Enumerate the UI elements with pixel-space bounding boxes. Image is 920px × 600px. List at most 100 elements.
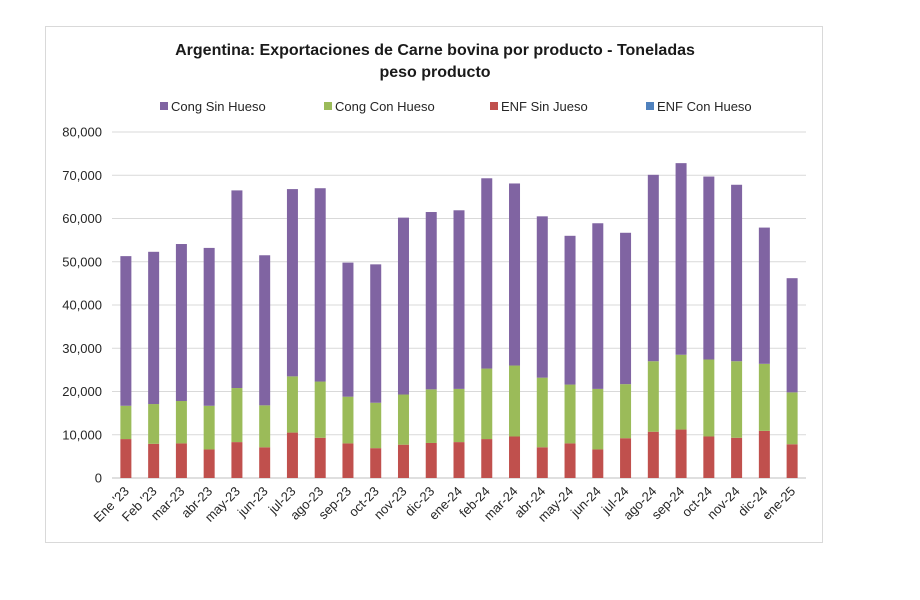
x-tick-label: jun-23 (234, 484, 271, 521)
bar-cong-sin-hueso (453, 210, 465, 389)
bar-cong-sin-hueso (564, 235, 576, 385)
bar-cong-con-hueso (342, 396, 354, 444)
bar-cong-con-hueso (731, 361, 743, 438)
bar-cong-con-hueso (786, 392, 798, 445)
bar-cong-con-hueso (120, 405, 132, 440)
bar-enf-sin-jueso (175, 443, 187, 478)
bar-cong-con-hueso (481, 368, 493, 440)
y-tick-label: 70,000 (62, 168, 102, 183)
y-tick-label: 30,000 (62, 341, 102, 356)
bar-cong-sin-hueso (370, 264, 382, 403)
legend: Cong Sin Hueso Cong Con Hueso ENF Sin Jues… (160, 99, 752, 114)
bar-cong-sin-hueso (397, 217, 409, 395)
bar-enf-sin-jueso (758, 430, 770, 478)
bar-cong-con-hueso (370, 402, 382, 449)
bar-cong-con-hueso (314, 381, 326, 438)
bar-cong-con-hueso (620, 384, 632, 439)
bar-enf-sin-jueso (564, 443, 576, 478)
bar-enf-sin-jueso (509, 436, 521, 478)
bar-cong-sin-hueso (536, 216, 548, 378)
legend-swatch-enf-sin-jueso (490, 102, 498, 110)
bar-enf-sin-jueso (203, 449, 215, 478)
bar-enf-sin-jueso (342, 443, 354, 478)
legend-label-enf-con-hueso: ENF Con Hueso (657, 99, 752, 114)
chart-title-line1: Argentina: Exportaciones de Carne bovina… (175, 42, 695, 59)
chart-frame: Argentina: Exportaciones de Carne bovina… (45, 26, 823, 543)
bar-cong-con-hueso (397, 394, 409, 445)
bar-cong-con-hueso (509, 365, 521, 437)
y-tick-label: 40,000 (62, 298, 102, 313)
bar-enf-sin-jueso (370, 448, 382, 478)
bar-enf-sin-jueso (592, 449, 604, 478)
y-tick-label: 50,000 (62, 254, 102, 269)
bar-cong-sin-hueso (703, 176, 715, 360)
y-tick-label: 80,000 (62, 125, 102, 140)
bar-cong-con-hueso (675, 354, 687, 430)
bar-cong-sin-hueso (259, 255, 271, 406)
bar-cong-con-hueso (425, 389, 437, 443)
bar-cong-sin-hueso (203, 247, 215, 406)
bar-cong-sin-hueso (120, 256, 132, 406)
bar-cong-sin-hueso (314, 188, 326, 382)
bar-cong-sin-hueso (592, 223, 604, 389)
legend-label-enf-sin-jueso: ENF Sin Jueso (501, 99, 588, 114)
bar-cong-con-hueso (647, 361, 659, 432)
bar-enf-sin-jueso (481, 439, 493, 478)
bar-enf-sin-jueso (259, 447, 271, 478)
legend-swatch-cong-sin-hueso (160, 102, 168, 110)
bar-cong-sin-hueso (286, 189, 298, 377)
bars (120, 163, 798, 478)
bar-cong-sin-hueso (758, 227, 770, 364)
bar-cong-con-hueso (703, 359, 715, 437)
bar-enf-sin-jueso (425, 442, 437, 478)
bar-enf-sin-jueso (314, 437, 326, 478)
bar-cong-con-hueso (259, 405, 271, 448)
bar-cong-con-hueso (564, 384, 576, 444)
bar-cong-sin-hueso (731, 184, 743, 362)
bar-cong-con-hueso (286, 376, 298, 433)
bar-cong-con-hueso (175, 401, 187, 444)
bar-cong-sin-hueso (509, 183, 521, 366)
y-tick-label: 10,000 (62, 427, 102, 442)
y-tick-label: 20,000 (62, 384, 102, 399)
bar-cong-sin-hueso (786, 278, 798, 393)
bar-enf-sin-jueso (620, 438, 632, 478)
bar-enf-sin-jueso (786, 444, 798, 478)
stacked-bar-chart: Argentina: Exportaciones de Carne bovina… (62, 42, 806, 525)
bar-cong-con-hueso (536, 377, 548, 448)
y-axis: 0 10,000 20,000 30,000 40,000 50,000 60,000 70,… (62, 125, 102, 486)
bar-cong-sin-hueso (231, 190, 243, 389)
legend-label-cong-con-hueso: Cong Con Hueso (335, 99, 435, 114)
legend-swatch-cong-con-hueso (324, 102, 332, 110)
bar-enf-sin-jueso (703, 436, 715, 478)
bar-enf-sin-jueso (536, 447, 548, 478)
bar-cong-sin-hueso (342, 262, 354, 397)
bar-enf-sin-jueso (231, 442, 243, 478)
bar-enf-sin-jueso (731, 437, 743, 478)
bar-cong-sin-hueso (620, 232, 632, 385)
bar-enf-sin-jueso (675, 429, 687, 478)
bar-cong-sin-hueso (148, 251, 160, 405)
bar-cong-con-hueso (758, 363, 770, 431)
bar-enf-sin-jueso (647, 431, 659, 478)
bar-cong-con-hueso (203, 405, 215, 450)
y-tick-label: 60,000 (62, 211, 102, 226)
y-tick-label: 0 (95, 471, 102, 486)
chart-title-line2: peso producto (379, 64, 490, 81)
bar-cong-sin-hueso (675, 163, 687, 355)
bar-cong-sin-hueso (481, 178, 493, 369)
bar-cong-con-hueso (592, 388, 604, 450)
bar-enf-sin-jueso (397, 444, 409, 478)
bar-cong-con-hueso (231, 388, 243, 443)
legend-swatch-enf-con-hueso (646, 102, 654, 110)
bar-enf-sin-jueso (453, 442, 465, 478)
x-tick-label: jun-24 (567, 484, 604, 521)
bar-cong-sin-hueso (175, 244, 187, 402)
bar-enf-sin-jueso (148, 443, 160, 478)
bar-enf-sin-jueso (120, 439, 132, 478)
bar-cong-con-hueso (453, 388, 465, 443)
bar-cong-con-hueso (148, 404, 160, 444)
bar-cong-sin-hueso (425, 212, 437, 390)
bar-cong-sin-hueso (647, 174, 659, 362)
